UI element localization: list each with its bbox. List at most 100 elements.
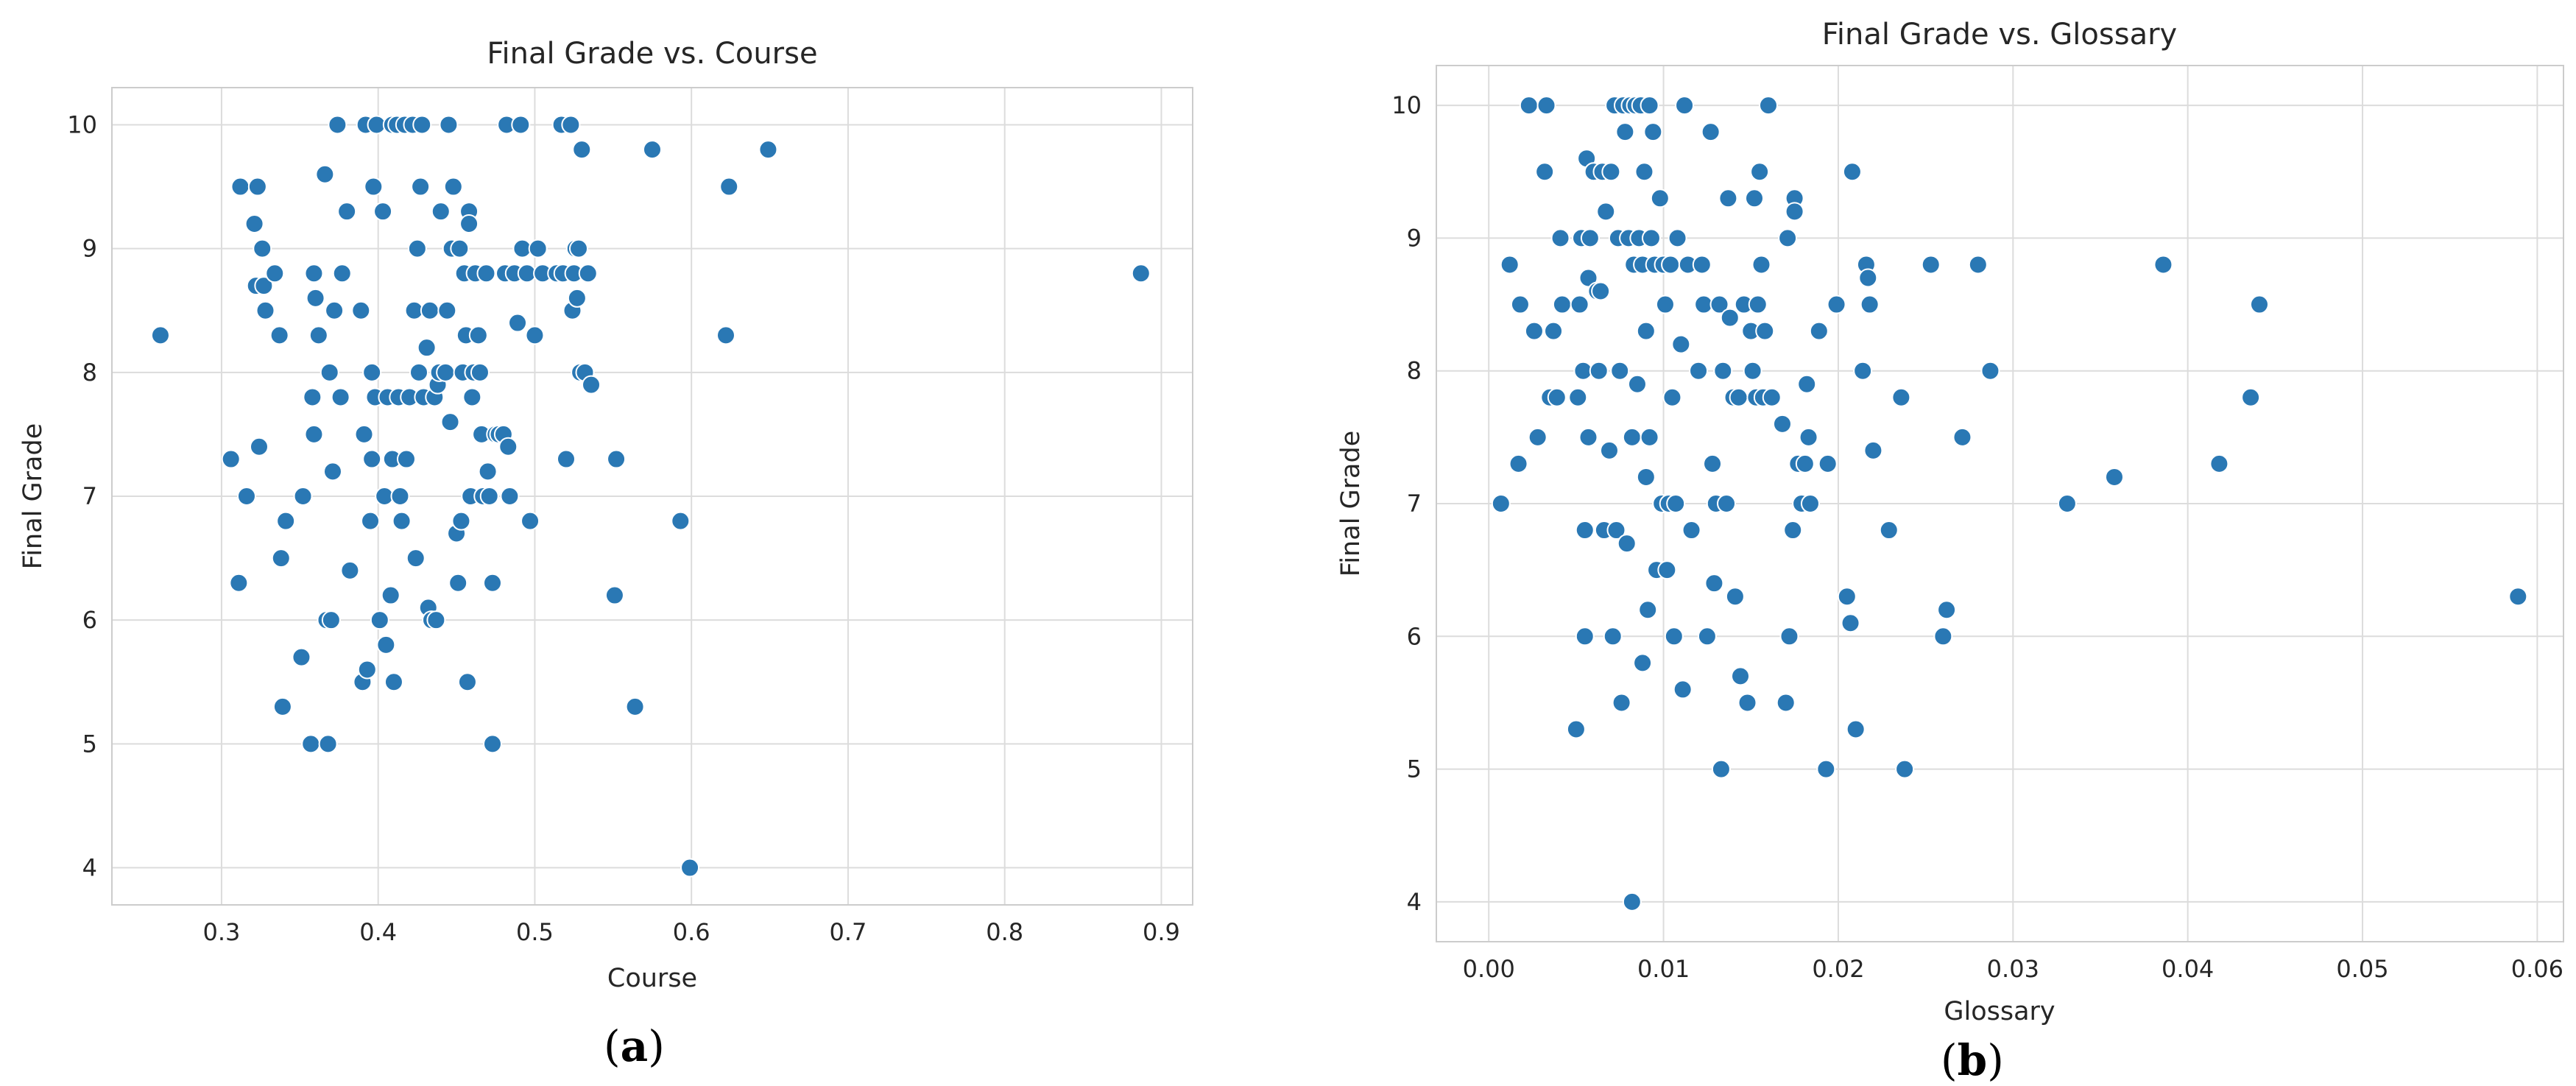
data-point (1745, 188, 1765, 208)
data-point (1827, 295, 1846, 314)
x-axis-label: Course (607, 964, 697, 993)
data-point (390, 487, 410, 506)
data-points (150, 115, 1151, 878)
data-point (1528, 427, 1548, 447)
data-point (607, 449, 627, 469)
plot-frame (1436, 65, 2564, 942)
data-point (1837, 587, 1857, 607)
data-point (1662, 387, 1682, 407)
data-point (1500, 255, 1520, 275)
data-point (412, 115, 432, 135)
y-tick-label: 8 (82, 359, 97, 387)
data-point (1879, 521, 1899, 540)
data-point (293, 487, 313, 506)
data-point (2104, 467, 2124, 487)
data-point (525, 325, 545, 345)
data-point (407, 239, 427, 258)
data-point (482, 573, 502, 593)
data-point (269, 325, 289, 345)
data-point (443, 177, 463, 197)
data-point (500, 487, 520, 506)
data-point (230, 177, 250, 197)
data-point (426, 610, 446, 630)
data-point (1589, 361, 1609, 381)
x-tick-label: 0.04 (2162, 955, 2214, 983)
data-point (1709, 295, 1729, 314)
data-point (364, 177, 384, 197)
data-point (308, 325, 328, 345)
data-point (1743, 361, 1762, 381)
x-tick-label: 0.7 (829, 918, 867, 946)
data-point (2057, 494, 2077, 513)
data-point (1720, 308, 1740, 328)
data-point (1580, 228, 1600, 248)
data-point (719, 177, 739, 197)
data-point (1591, 281, 1611, 301)
data-point (478, 462, 498, 482)
chart-title: Final Grade vs. Glossary (1822, 18, 2177, 52)
data-point (1809, 321, 1829, 341)
data-point (1622, 427, 1642, 447)
data-point (265, 264, 285, 283)
x-tick-label: 0.3 (202, 918, 240, 946)
y-tick-labels: 4 5 6 7 8 9 10 (67, 110, 97, 881)
y-tick-label: 4 (1407, 888, 1422, 916)
y-tick-label: 10 (1391, 91, 1422, 119)
data-point (1682, 521, 1701, 540)
x-tick-label: 0.05 (2336, 955, 2388, 983)
data-point (1633, 653, 1653, 673)
data-point (1762, 387, 1782, 407)
data-point (758, 140, 778, 160)
y-axis-label: Final Grade (18, 423, 48, 570)
data-point (1846, 719, 1866, 739)
data-point (1737, 693, 1757, 713)
data-point (381, 585, 400, 605)
data-point (337, 202, 357, 222)
data-point (1617, 534, 1637, 554)
data-point (521, 511, 540, 531)
data-point (1634, 162, 1654, 182)
data-point (439, 115, 459, 135)
data-point (451, 511, 471, 531)
data-point (1636, 467, 1656, 487)
data-point (332, 264, 352, 283)
data-point (1968, 255, 1988, 275)
data-point (508, 313, 528, 333)
data-point (1570, 295, 1589, 314)
data-point (1795, 454, 1815, 473)
x-tick-label: 0.8 (986, 918, 1023, 946)
subfigure-label: (a) (604, 1021, 665, 1071)
data-point (276, 511, 296, 531)
data-point (331, 387, 350, 407)
data-point (556, 449, 576, 469)
data-point (1778, 228, 1798, 248)
data-point (1566, 719, 1586, 739)
data-point (340, 560, 360, 580)
data-point (384, 672, 403, 692)
y-tick-label: 10 (67, 110, 97, 138)
data-point (351, 300, 371, 320)
data-point (1895, 759, 1915, 779)
data-point (1668, 228, 1687, 248)
grid (1436, 66, 2563, 942)
x-tick-label: 0.00 (1463, 955, 1515, 983)
data-point (229, 573, 249, 593)
data-point (411, 177, 431, 197)
data-point (1615, 122, 1635, 142)
x-axis-label: Glossary (1944, 997, 2055, 1026)
data-point (1508, 454, 1528, 473)
data-point (1937, 600, 1957, 620)
data-point (1703, 454, 1723, 473)
data-point (354, 424, 374, 444)
data-point (271, 549, 291, 568)
x-tick-labels: 0.3 0.4 0.5 0.6 0.7 0.8 0.9 (202, 918, 1179, 946)
data-point (1535, 162, 1555, 182)
data-point (1655, 295, 1675, 314)
data-point (1731, 666, 1751, 686)
data-point (1650, 188, 1670, 208)
y-tick-label: 8 (1407, 357, 1422, 385)
data-point (396, 449, 416, 469)
data-point (1891, 387, 1911, 407)
x-tick-label: 0.6 (673, 918, 710, 946)
data-point (255, 300, 275, 320)
